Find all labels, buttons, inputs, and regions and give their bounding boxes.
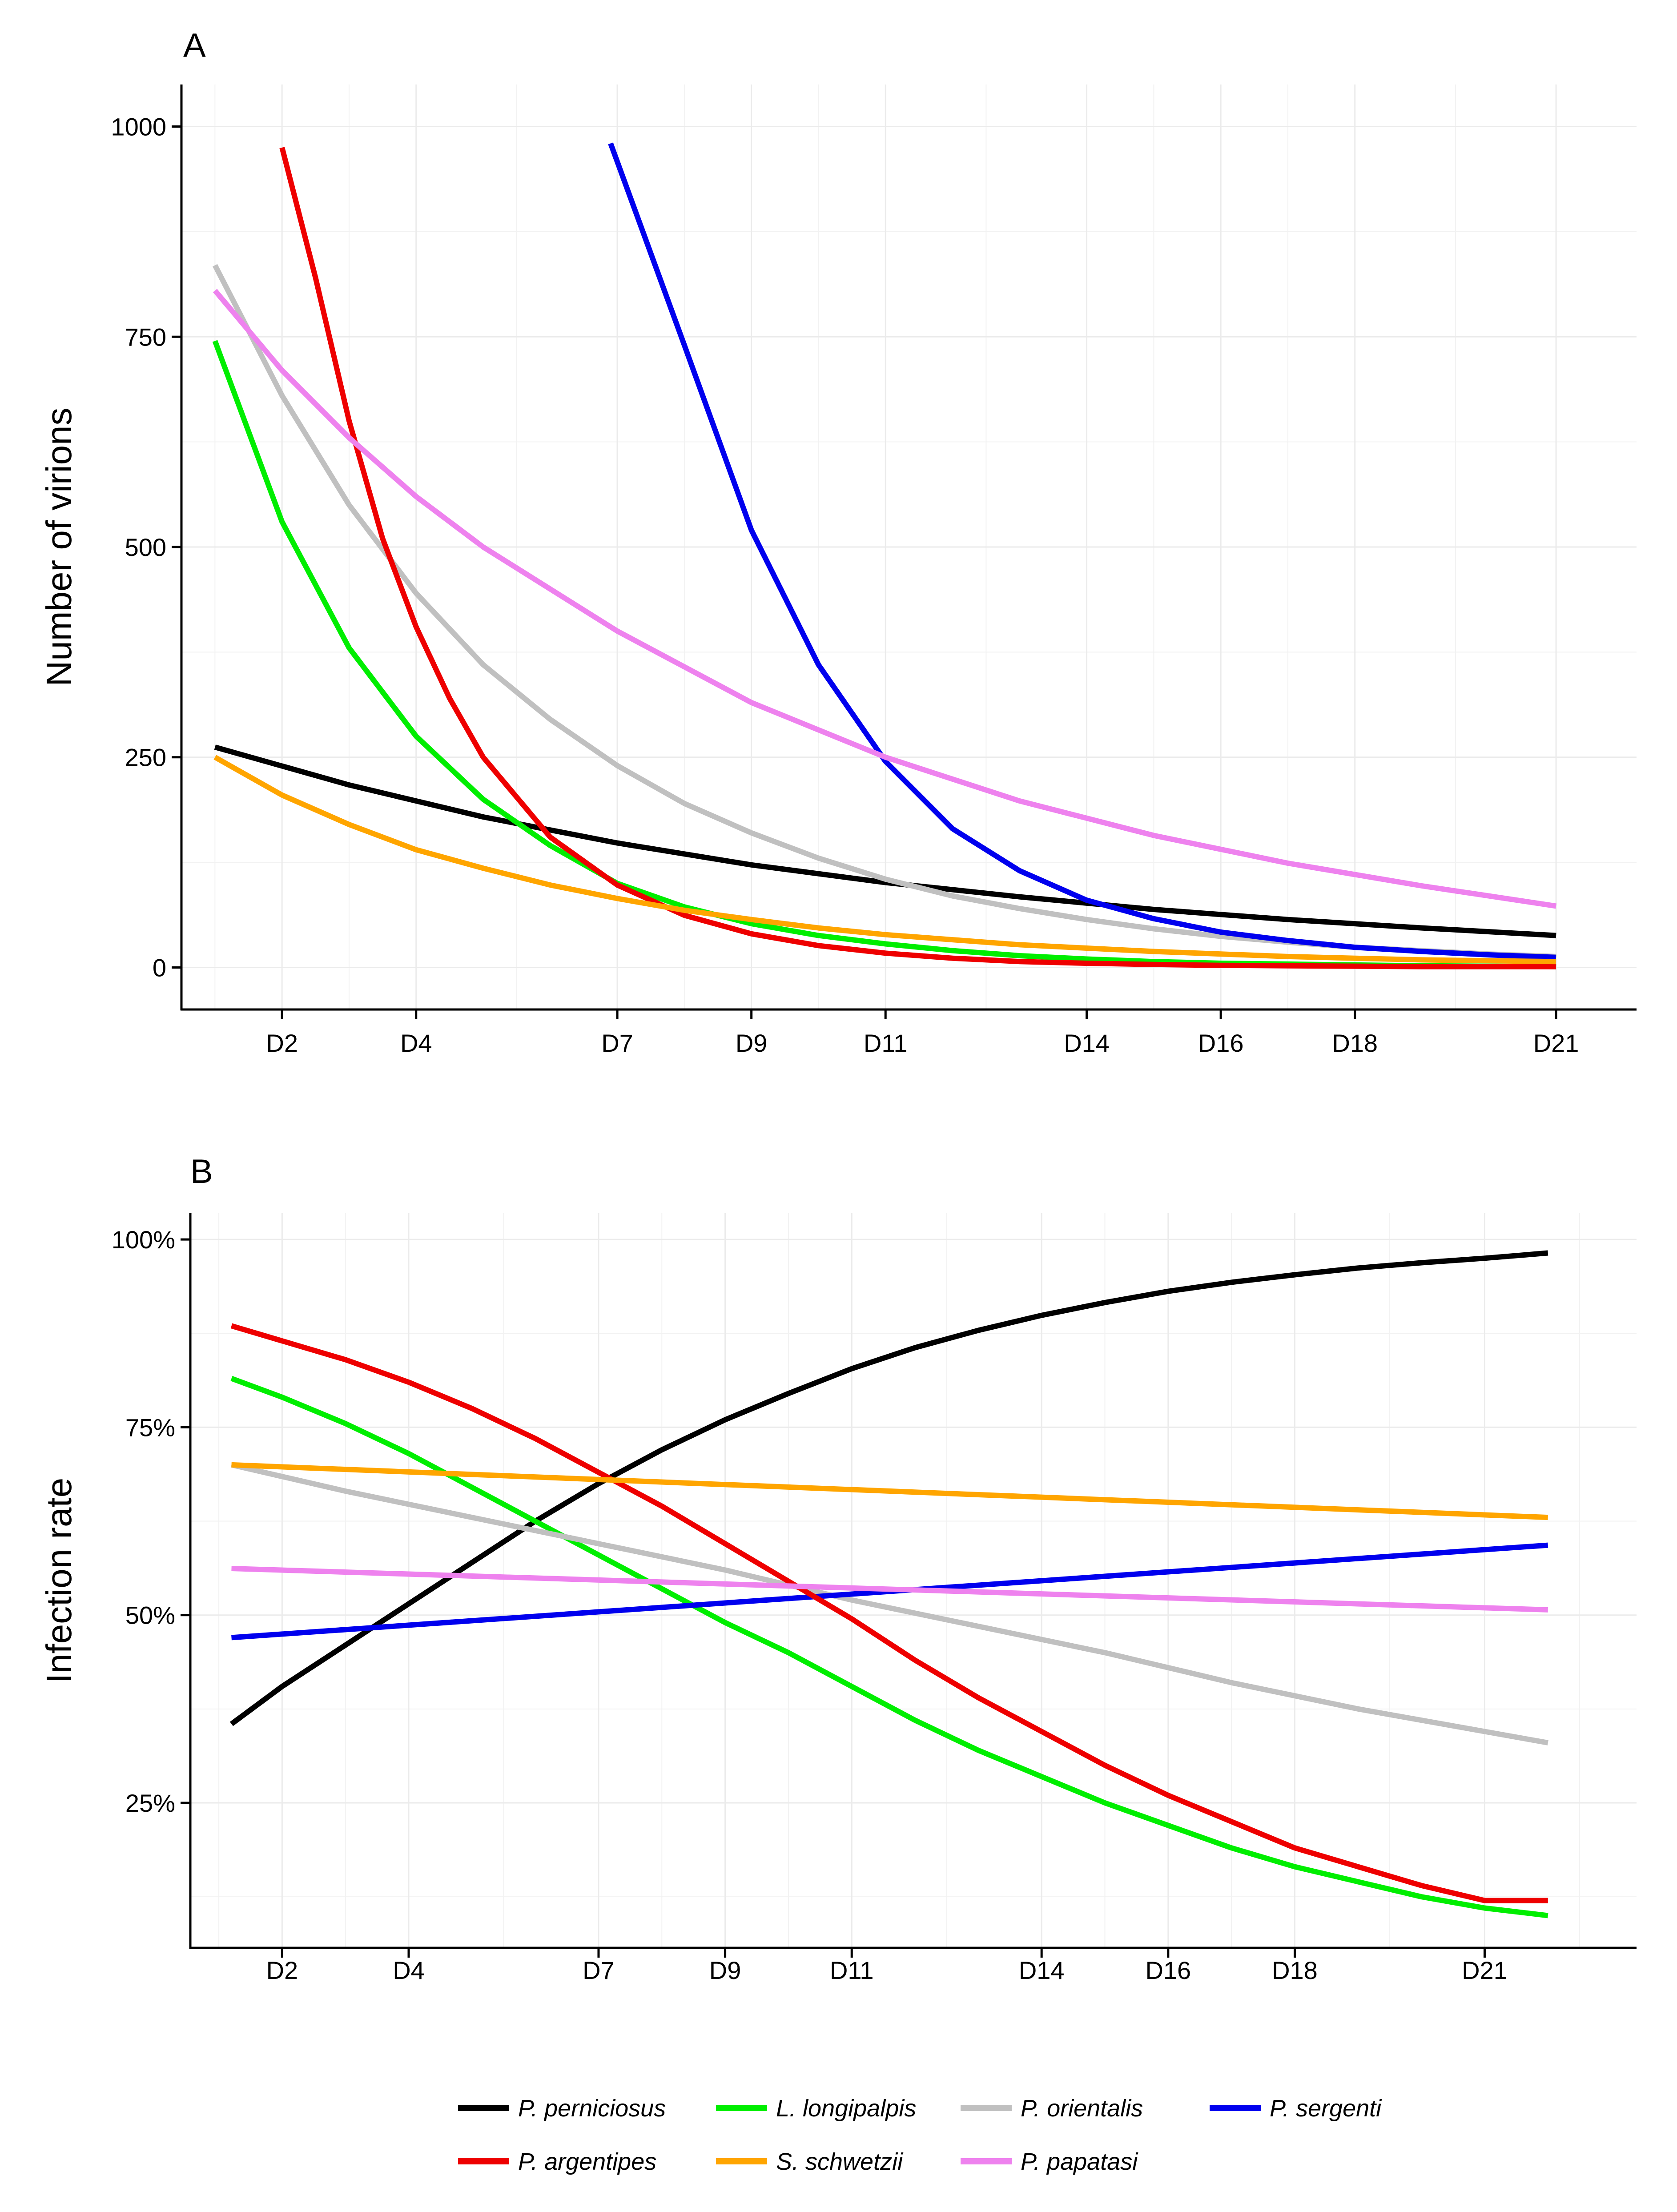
legend-label: L. longipalpis bbox=[776, 2095, 916, 2122]
x-tick-label: D7 bbox=[601, 1029, 633, 1057]
panel-label: A bbox=[183, 27, 206, 64]
legend-item: P. argentipes bbox=[458, 2148, 656, 2175]
x-tick-label: D18 bbox=[1332, 1029, 1378, 1057]
x-tick-label: D16 bbox=[1198, 1029, 1244, 1057]
panel-b: D2 D4 D7 D9 D11 D14 D16 D18 D21 25% 50% 75% 100% Infe… bbox=[39, 1153, 1637, 1984]
x-tick-label: D21 bbox=[1462, 1956, 1508, 1984]
series-line-s-schwetzii bbox=[213, 755, 1556, 965]
x-tick-label: D11 bbox=[864, 1029, 908, 1057]
x-tick-label: D21 bbox=[1533, 1029, 1579, 1057]
y-tick-label: 750 bbox=[125, 323, 166, 351]
y-tick-label: 25% bbox=[125, 1789, 175, 1817]
x-tick-label: D7 bbox=[583, 1956, 615, 1984]
x-tick-label: D2 bbox=[266, 1029, 298, 1057]
x-tick-label: D11 bbox=[830, 1956, 874, 1984]
series-line-p-papatasi bbox=[231, 1566, 1548, 1613]
panel-a: D2 D4 D7 D9 D11 D14 D16 D18 D21 0 250 500 750 1000 Num… bbox=[39, 27, 1637, 1057]
x-tick-label: D14 bbox=[1019, 1956, 1065, 1984]
legend-label: S. schwetzii bbox=[776, 2148, 904, 2175]
series-line-p-orientalis bbox=[231, 1462, 1548, 1745]
legend-label: P. papatasi bbox=[1021, 2148, 1138, 2175]
series-line-p-perniciosus bbox=[214, 744, 1556, 938]
legend-item: P. perniciosus bbox=[458, 2095, 666, 2122]
legend-item: P. papatasi bbox=[961, 2148, 1138, 2175]
legend-item: S. schwetzii bbox=[716, 2148, 904, 2175]
x-tick-label: D4 bbox=[393, 1956, 425, 1984]
legend-item: P. orientalis bbox=[961, 2095, 1143, 2122]
y-tick-label: 50% bbox=[125, 1601, 175, 1629]
y-tick-label: 100% bbox=[112, 1226, 175, 1254]
series-line-l-longipalpis bbox=[230, 1375, 1548, 1918]
y-axis-title: Number of virions bbox=[39, 408, 79, 687]
x-tick-label: D14 bbox=[1064, 1029, 1110, 1057]
legend-label: P. sergenti bbox=[1270, 2095, 1382, 2122]
legend-item: P. sergenti bbox=[1210, 2095, 1382, 2122]
x-tick-label: D16 bbox=[1145, 1956, 1191, 1984]
y-tick-label: 500 bbox=[125, 533, 166, 561]
x-tick-label: D2 bbox=[266, 1956, 298, 1984]
series-line-p-papatasi bbox=[213, 289, 1556, 909]
y-axis-title: Infection rate bbox=[39, 1478, 79, 1684]
x-tick-label: D9 bbox=[736, 1029, 768, 1057]
y-tick-label: 75% bbox=[125, 1413, 175, 1441]
legend-label: P. argentipes bbox=[518, 2148, 656, 2175]
y-tick-label: 1000 bbox=[111, 113, 166, 141]
legend-label: P. orientalis bbox=[1021, 2095, 1143, 2122]
y-tick-label: 250 bbox=[125, 744, 166, 772]
x-tick-label: D9 bbox=[709, 1956, 741, 1984]
panel-label: B bbox=[190, 1153, 213, 1190]
legend-item: L. longipalpis bbox=[716, 2095, 916, 2122]
legend-label: P. perniciosus bbox=[518, 2095, 666, 2122]
legend: P. perniciosus L. longipalpis P. orientali… bbox=[458, 2095, 1382, 2175]
series-line-p-argentipes bbox=[279, 147, 1556, 969]
series-line-s-schwetzii bbox=[231, 1462, 1548, 1520]
x-tick-label: D4 bbox=[400, 1029, 432, 1057]
series-line-p-perniciosus bbox=[229, 1250, 1548, 1726]
x-tick-label: D18 bbox=[1272, 1956, 1318, 1984]
series-line-p-sergenti bbox=[608, 142, 1556, 960]
series-line-p-argentipes bbox=[230, 1323, 1548, 1903]
y-tick-label: 0 bbox=[153, 953, 166, 981]
